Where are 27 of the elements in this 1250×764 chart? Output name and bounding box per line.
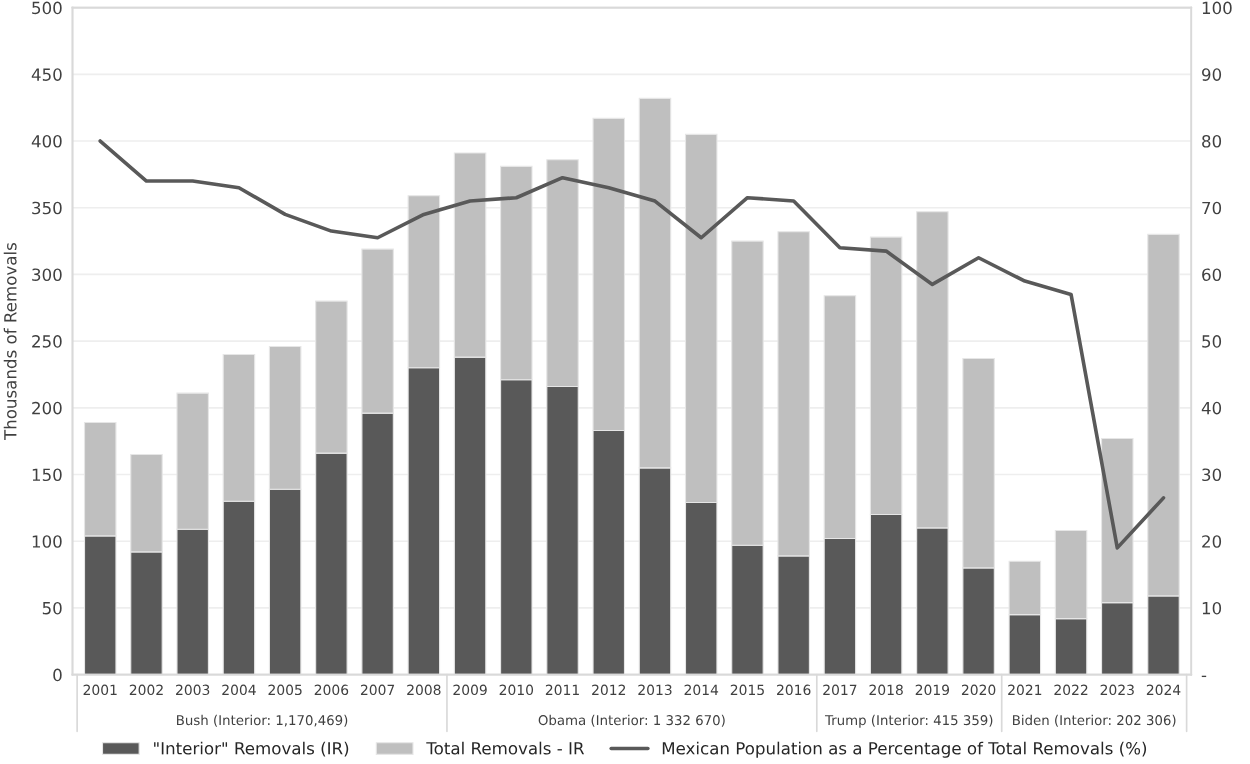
y-tick-label: 350 [32,201,62,215]
y-tick-label: 100 [32,535,62,548]
y2-tick-label: 40 [1201,401,1222,415]
y2-tick-label: 80 [1202,135,1222,148]
y-tick-label: 400 [31,135,62,148]
y-tick-label: 200 [32,401,62,415]
y-tick-label: 450 [31,68,62,81]
y2-tick-label: 10 [1202,601,1222,615]
line-series [98,139,1166,550]
y2-tick-label: 20 [1202,535,1222,548]
y2-tick-label: 100 [1202,1,1232,15]
y-tick-label: 0 [53,668,62,682]
y-tick-label: 500 [32,1,62,15]
y2-tick-label: 70 [1202,201,1222,215]
legend-label: Total Removals - IR [426,741,585,755]
y-tick-label: 150 [32,468,62,482]
y2-tick-label: 90 [1202,68,1222,81]
y-tick-label: 50 [42,601,62,615]
y2-tick-label: 60 [1202,268,1222,281]
y-tick-label: 250 [32,335,62,348]
y2-tick-label: - [1201,675,1207,678]
y2-tick-label: 50 [1202,335,1222,348]
y2-tick-label: 30 [1202,468,1222,482]
y-tick-label: 300 [32,268,62,281]
y-axis-title: Thousands of Removals [3,243,17,441]
legend-label: "Interior" Removals (IR) [154,741,349,757]
legend-label: Mexican Population as a Percentage of Total Removals (%) [662,741,1147,758]
